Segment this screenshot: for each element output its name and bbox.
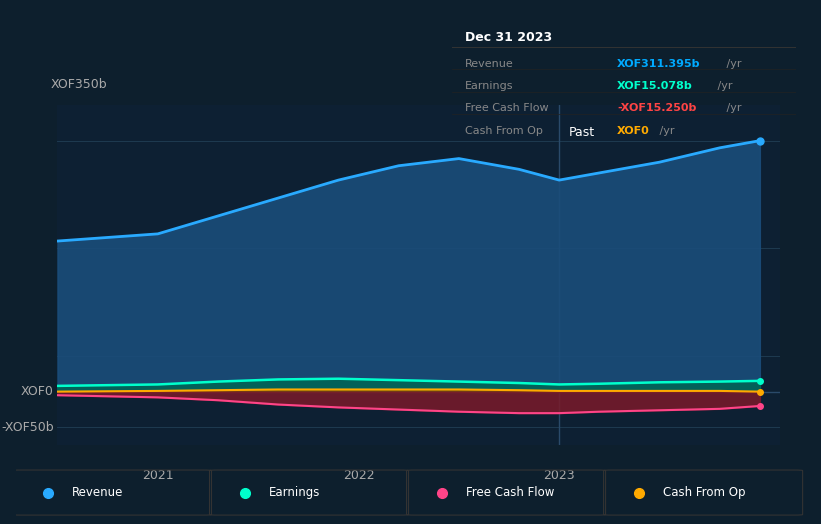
Text: XOF0: XOF0	[21, 385, 54, 398]
Text: /yr: /yr	[656, 126, 674, 136]
Text: Revenue: Revenue	[466, 59, 514, 69]
Text: /yr: /yr	[723, 59, 741, 69]
Text: Earnings: Earnings	[268, 486, 320, 499]
Text: Earnings: Earnings	[466, 81, 514, 91]
Text: Revenue: Revenue	[71, 486, 123, 499]
Text: 2021: 2021	[142, 470, 173, 482]
Text: /yr: /yr	[723, 104, 741, 114]
Text: XOF15.078b: XOF15.078b	[617, 81, 693, 91]
Text: -XOF15.250b: -XOF15.250b	[617, 104, 696, 114]
Text: Past: Past	[569, 126, 595, 139]
Text: 2023: 2023	[544, 470, 575, 482]
Text: /yr: /yr	[713, 81, 732, 91]
Text: XOF0: XOF0	[617, 126, 649, 136]
Text: Free Cash Flow: Free Cash Flow	[466, 486, 554, 499]
Text: 2022: 2022	[342, 470, 374, 482]
Text: Free Cash Flow: Free Cash Flow	[466, 104, 549, 114]
Text: XOF350b: XOF350b	[50, 78, 107, 91]
Text: XOF311.395b: XOF311.395b	[617, 59, 700, 69]
Text: Cash From Op: Cash From Op	[663, 486, 745, 499]
Text: -XOF50b: -XOF50b	[2, 421, 54, 434]
Text: Dec 31 2023: Dec 31 2023	[466, 31, 553, 45]
Text: Cash From Op: Cash From Op	[466, 126, 544, 136]
